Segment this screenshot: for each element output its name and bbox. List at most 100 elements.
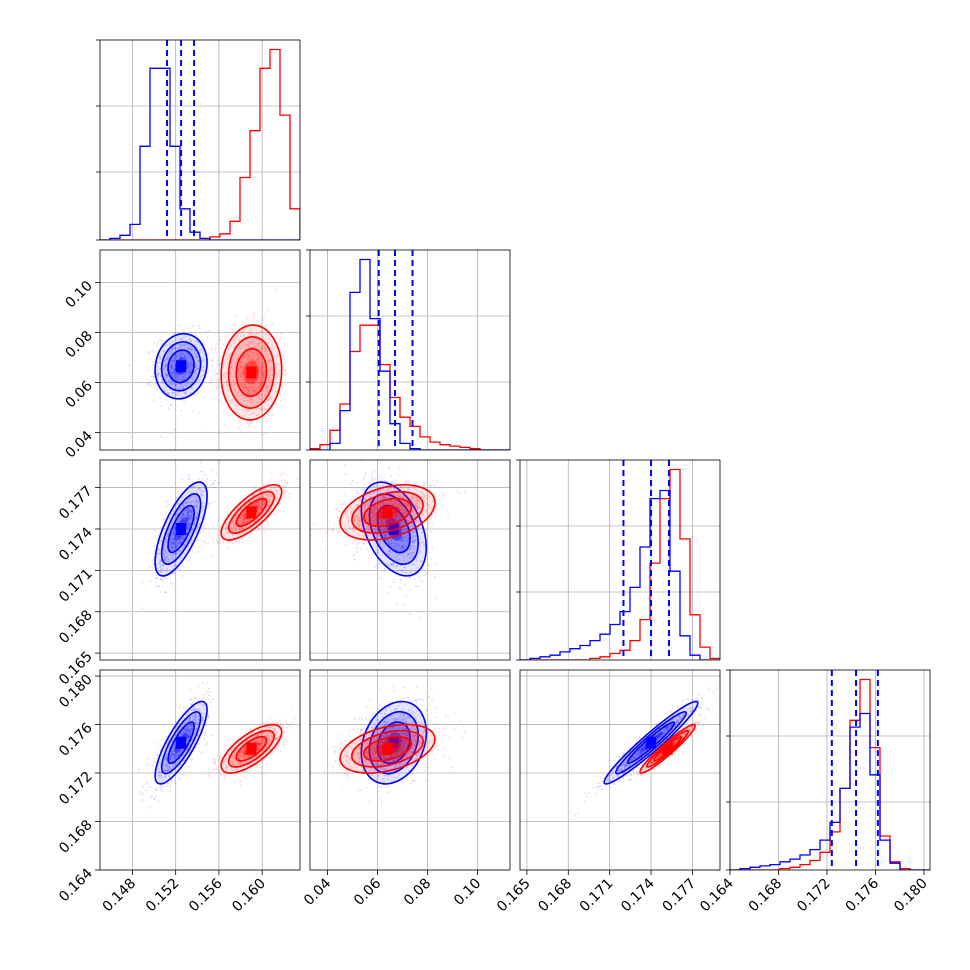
scatter-point	[374, 517, 377, 520]
scatter-point	[173, 552, 176, 555]
scatter-point	[251, 378, 254, 381]
scatter-point	[394, 515, 397, 518]
scatter-point	[246, 520, 249, 523]
scatter-point	[399, 587, 402, 590]
scatter-point	[390, 499, 393, 502]
scatter-point	[195, 489, 197, 492]
scatter-point	[173, 743, 176, 746]
scatter-point	[187, 523, 190, 526]
scatter-point	[429, 484, 432, 487]
scatter-point	[158, 355, 161, 358]
scatter-point	[398, 494, 401, 497]
scatter-point	[227, 354, 230, 357]
scatter-point	[368, 495, 371, 498]
scatter-point	[189, 361, 192, 364]
scatter-point	[385, 527, 388, 530]
scatter-point	[180, 345, 183, 348]
scatter-point	[395, 499, 397, 502]
scatter-point	[423, 544, 426, 547]
scatter-point	[186, 518, 189, 521]
scatter-point	[247, 355, 249, 358]
scatter-point	[157, 799, 160, 802]
scatter-point	[392, 486, 395, 489]
scatter-point	[419, 507, 422, 510]
scatter-point	[246, 503, 249, 506]
scatter-point	[234, 361, 237, 364]
scatter-point	[181, 378, 184, 381]
scatter-point	[191, 527, 194, 530]
scatter-point	[157, 585, 160, 588]
scatter-point	[265, 482, 268, 485]
scatter-point	[420, 512, 423, 515]
scatter-point	[218, 419, 221, 422]
scatter-point	[245, 364, 248, 367]
scatter-point	[240, 498, 243, 500]
scatter-point	[371, 509, 374, 512]
scatter-point	[284, 481, 287, 484]
scatter-point	[184, 344, 187, 347]
scatter-point	[235, 410, 238, 413]
scatter-point	[153, 757, 156, 760]
scatter-point	[407, 503, 410, 506]
scatter-point	[181, 478, 184, 481]
scatter-point	[380, 512, 383, 515]
scatter-point	[221, 541, 224, 544]
scatter-point	[428, 495, 431, 498]
scatter-point	[171, 753, 174, 756]
scatter-point	[190, 725, 193, 728]
scatter-point	[399, 486, 402, 489]
scatter-point	[255, 395, 258, 398]
scatter-point	[166, 764, 169, 766]
scatter-point	[179, 343, 182, 346]
scatter-point	[172, 538, 175, 541]
scatter-point	[435, 508, 438, 511]
scatter-point	[193, 708, 196, 711]
scatter-point	[188, 732, 191, 735]
scatter-point	[166, 353, 169, 356]
scatter-point	[401, 545, 404, 548]
scatter-point	[367, 527, 369, 530]
scatter-point	[362, 533, 365, 536]
scatter-point	[206, 690, 209, 693]
scatter-point	[179, 507, 182, 510]
scatter-point	[195, 730, 198, 733]
scatter-point	[187, 353, 190, 356]
scatter-point	[176, 503, 179, 506]
scatter-point	[376, 527, 379, 529]
scatter-point	[358, 519, 361, 522]
scatter-point	[402, 496, 405, 499]
scatter-point	[260, 489, 263, 492]
scatter-point	[384, 568, 387, 571]
scatter-point	[387, 527, 390, 530]
scatter-point	[239, 516, 242, 519]
scatter-point	[239, 514, 242, 517]
scatter-point	[225, 380, 228, 383]
scatter-point	[195, 353, 198, 356]
scatter-point	[231, 329, 234, 332]
scatter-point	[245, 378, 248, 381]
scatter-point	[196, 500, 199, 503]
scatter-point	[394, 495, 397, 498]
scatter-point	[256, 507, 259, 510]
scatter-point	[241, 518, 244, 521]
scatter-point	[181, 376, 184, 379]
scatter-point	[127, 364, 130, 367]
scatter-point	[239, 397, 242, 400]
scatter-point	[203, 518, 206, 521]
hist-blue-series	[310, 258, 510, 450]
scatter-point	[266, 489, 269, 492]
scatter-point	[173, 373, 176, 376]
scatter-point	[166, 784, 169, 787]
scatter-point	[249, 401, 252, 403]
scatter-point	[399, 569, 402, 571]
scatter-point	[385, 534, 387, 537]
scatter-point	[241, 357, 244, 360]
scatter-point	[196, 356, 199, 359]
scatter-point	[187, 498, 190, 501]
scatter-point	[172, 370, 175, 373]
scatter-point	[203, 396, 206, 399]
scatter-point	[264, 348, 267, 351]
scatter-point	[148, 566, 151, 569]
scatter-point	[400, 545, 403, 548]
scatter-point	[255, 496, 258, 499]
